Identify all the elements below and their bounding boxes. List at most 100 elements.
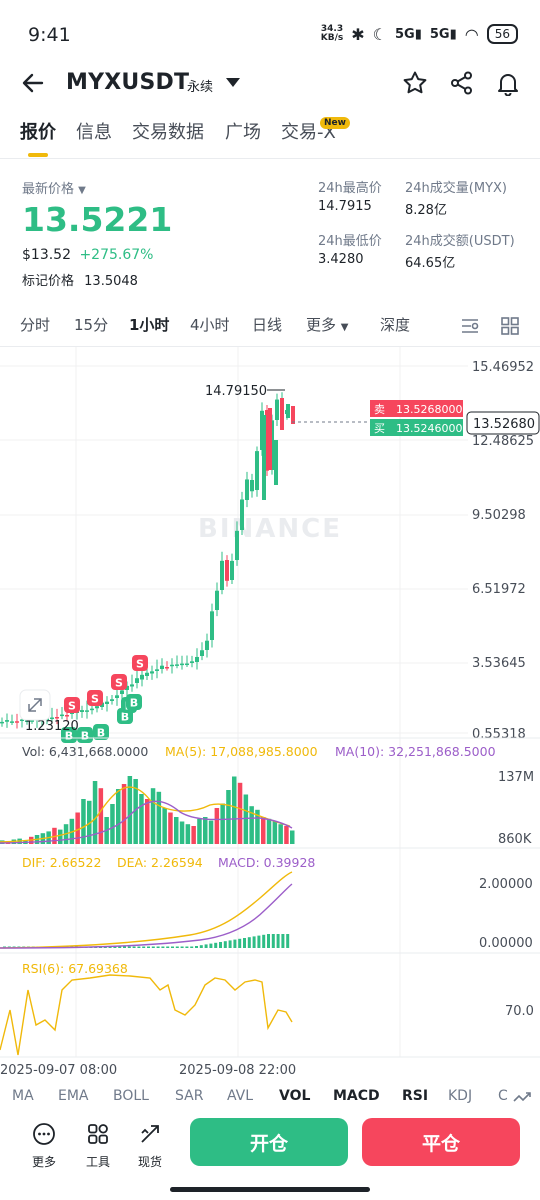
trade-marker-label: S [91,693,99,706]
signal-icon-2: 5G▮ [430,27,457,42]
volume-bar [168,813,173,845]
volume-bar [203,817,208,844]
rsi-value: RSI(6): 67.69368 [22,961,128,976]
ind-tab-c[interactable]: C [498,1088,508,1104]
candle [170,665,174,667]
ind-tab-ma[interactable]: MA [12,1088,34,1104]
tab-quote[interactable]: 报价 [20,118,56,144]
ind-tab-boll[interactable]: BOLL [113,1088,149,1104]
candle [175,664,179,666]
macd-bar [224,941,227,948]
volume-bar [226,790,231,844]
ind-tab-sar[interactable]: SAR [175,1088,203,1104]
volume-bar [186,824,191,844]
ind-tab-macd[interactable]: MACD [333,1088,380,1104]
favorite-button[interactable] [402,70,430,98]
macd-dea: DEA: 2.26594 [117,855,203,870]
tools-label: 工具 [80,1153,116,1170]
candle [268,408,272,470]
macd-bar [229,940,232,948]
volume-bar [244,795,249,845]
tab-depth[interactable]: 深度 [380,314,410,335]
macd-bar [152,947,155,949]
indicator-settings-button[interactable] [512,1087,532,1111]
tab-square[interactable]: 广场 [225,118,261,144]
home-indicator [170,1187,370,1192]
share-button[interactable] [449,70,477,98]
bell-icon [495,70,521,96]
back-button[interactable] [20,70,46,101]
low-price-label: 1.23120 [25,719,79,734]
candle [240,499,244,530]
ind-tab-rsi[interactable]: RSI [402,1088,428,1104]
macd-bar [219,942,222,948]
candle [180,664,184,666]
buy-price: 13.5246000 [396,422,462,435]
volume-label: 24h成交量(MYX) [405,177,507,196]
interval-tab-15m[interactable]: 15分 [74,314,108,335]
spot-button[interactable]: 现货 [132,1122,168,1170]
candle [60,715,64,717]
interval-tab-line[interactable]: 分时 [20,314,50,335]
ind-tab-avl[interactable]: AVL [227,1088,253,1104]
volume-bar [145,799,150,844]
ind-tab-kdj[interactable]: KDJ [448,1088,472,1104]
kline-chart[interactable]: BINANCE SSSSBBBBBB 15.46952 12.48625 9.502… [0,347,540,1087]
volume-bar [197,819,202,844]
interval-tab-more[interactable]: 更多 ▼ [306,314,349,335]
macd-bar [233,940,236,948]
vol-axis-max: 137M [498,770,534,785]
trade-marker-label: S [68,700,76,713]
candle [90,709,94,711]
macd-bar [190,947,193,949]
candle [135,678,139,683]
macd-bar [118,947,121,949]
interval-tab-1d[interactable]: 日线 [252,314,282,335]
layout-button[interactable] [500,316,520,340]
chevron-down-icon[interactable] [226,78,240,87]
sell-label: 卖 [374,403,385,416]
volume-bar [290,831,295,845]
more-label: 更多 [26,1153,62,1170]
interval-tab-4h[interactable]: 4小时 [190,314,230,335]
ind-tab-vol[interactable]: VOL [279,1088,310,1104]
moon-icon: ☾ [373,25,387,44]
candle [225,560,229,581]
volume-bar [261,817,266,844]
trade-marker-label: S [115,677,123,690]
open-position-button[interactable]: 开仓 [190,1118,348,1166]
status-bar: 9:41 34.3 KB/s ✱ ☾ 5G▮ 5G▮ ◠ 56 [0,0,540,70]
alert-button[interactable] [495,70,523,98]
volume-value: 8.28亿 [405,199,447,218]
tools-button[interactable]: 工具 [80,1122,116,1170]
buy-label: 买 [374,422,385,435]
chart-settings-button[interactable] [460,316,480,340]
grid-icon [500,316,520,336]
bluetooth-icon: ✱ [351,25,364,44]
interval-tab-1h[interactable]: 1小时 [129,314,169,335]
ind-tab-ema[interactable]: EMA [58,1088,89,1104]
symbol-title[interactable]: MYXUSDT [66,70,189,95]
tab-trade-data[interactable]: 交易数据 [132,118,204,144]
price-usd-row: $13.52 +275.67% [22,247,153,263]
macd-bar [205,944,208,948]
candle [80,710,84,712]
volume-bar [232,777,237,845]
amount-value: 64.65亿 [405,252,455,271]
more-button[interactable]: 更多 [26,1122,62,1170]
contract-type[interactable]: 永续 [187,76,213,95]
last-price-label[interactable]: 最新价格 ▼ [22,178,86,197]
macd-bar [238,939,241,948]
candle [255,451,259,490]
close-position-button[interactable]: 平仓 [362,1118,520,1166]
caret-down-icon: ▼ [78,185,86,196]
star-icon [402,70,428,96]
tab-info[interactable]: 信息 [76,118,112,144]
candle [140,675,144,680]
macd-bar [248,937,251,948]
macd-bar [267,934,270,948]
caret-down-icon: ▼ [341,322,349,333]
last-price-label-text: 最新价格 [22,182,74,197]
high-label: 24h最高价 [318,177,382,196]
vol-ma10: MA(10): 32,251,868.5000 [335,744,496,759]
